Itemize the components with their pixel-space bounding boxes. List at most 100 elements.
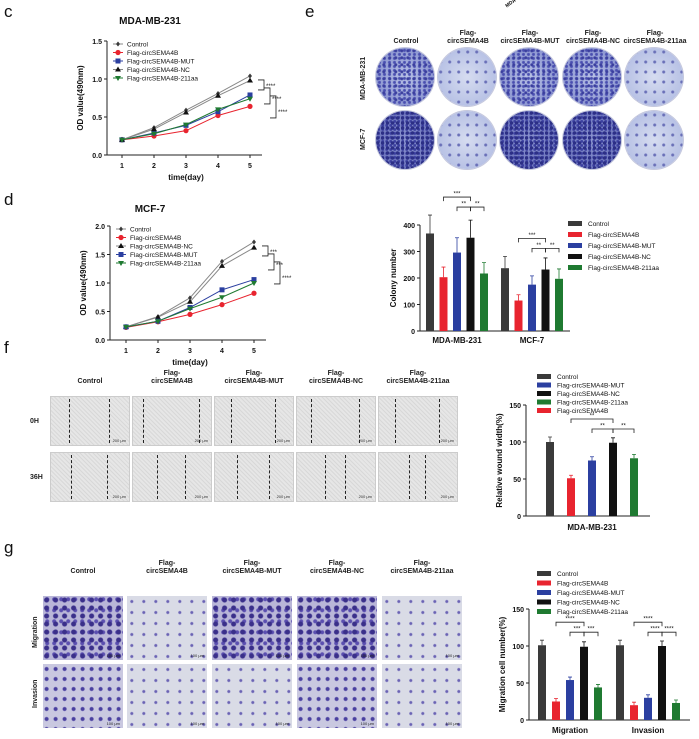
legend-label: Flag-circSEMA4B-NC: [557, 600, 620, 607]
bar: [453, 252, 461, 331]
x-tick-label: 4: [216, 163, 220, 170]
header-line: Flag-: [245, 370, 263, 377]
colony-plate-image: [376, 111, 434, 169]
legend-label: Flag-circSEMA4B-211aa: [557, 400, 628, 407]
data-point: [251, 290, 257, 296]
data-point: [118, 234, 124, 241]
panel-label-f: f: [4, 338, 9, 357]
y-tick-label: 0.0: [92, 153, 102, 160]
line-chart: MCF-7 0.0 0.5 1.0 1.5 2.0 1 2 3 4 5 time(day) OD val…: [79, 204, 292, 367]
error-bar: [482, 262, 486, 274]
y-tick-label: 400: [403, 223, 415, 230]
error-bar: [569, 474, 573, 479]
panel-label-g: g: [4, 538, 14, 557]
legend-swatch: [537, 382, 551, 388]
legend-label: Flag-circSEMA4B: [588, 232, 639, 239]
legend-swatch: [537, 408, 551, 413]
error-bar: [568, 676, 572, 681]
significance-label: ***: [587, 627, 595, 633]
legend-label: Flag-circSEMA4B: [557, 581, 608, 588]
category-label: MDA-MB-231: [567, 523, 617, 532]
wound-edge-line: [199, 399, 200, 443]
significance-bracket: [555, 621, 585, 627]
header-line: circSEMA4B-NC: [308, 378, 364, 385]
wound-edge-line: [107, 455, 108, 499]
bar: [580, 646, 588, 720]
header-line: Flag-: [409, 370, 427, 377]
error-bar: [674, 699, 678, 703]
error-bar: [543, 257, 548, 270]
colony-plate-image: [376, 48, 434, 106]
wound-edge-line: [237, 455, 238, 499]
column-header-mut: Flag-circSEMA4B-MUT: [212, 560, 292, 576]
transwell-image: 100 μm: [297, 664, 377, 728]
y-tick-label: 200: [403, 276, 415, 283]
significance-bracket: [647, 631, 663, 637]
scale-bar-label: 200 μm: [358, 438, 372, 443]
legend-swatch: [537, 399, 551, 405]
significance-label: ****: [643, 617, 653, 623]
header-line: Flag-: [646, 30, 664, 37]
scale-bar-label: 200 μm: [276, 494, 290, 499]
scale-bar-label: 100 μm: [275, 721, 289, 726]
data-point: [116, 41, 120, 47]
bar: [658, 646, 666, 720]
scale-bar-label: 100 μm: [190, 721, 204, 726]
legend-label: Flag-circSEMA4B-MUT: [557, 383, 625, 390]
error-bar: [632, 701, 636, 706]
x-tick-label: 3: [188, 348, 192, 355]
x-tick-label: 1: [124, 348, 128, 355]
scale-bar-label: 100 μm: [360, 721, 374, 726]
bar-chart: 0 50 100 150 Relative wound width(%) MDA-MB-2…: [495, 374, 650, 532]
transwell-image: 100 μm: [212, 596, 292, 660]
scale-bar-label: 200 μm: [440, 494, 454, 499]
bar: [616, 645, 624, 720]
column-header-c4b: Flag-circSEMA4B: [132, 370, 212, 386]
data-point: [219, 287, 225, 293]
header-line: Flag-: [328, 560, 346, 567]
wound-edge-line: [71, 455, 72, 499]
significance-bracket: [268, 253, 275, 271]
y-tick-label: 2.0: [95, 224, 105, 231]
data-point: [251, 244, 257, 250]
data-point: [251, 281, 257, 286]
legend-label: Control: [557, 374, 579, 381]
legend-swatch: [537, 609, 551, 614]
wound-edge-line: [143, 399, 144, 443]
significance-label: **: [536, 243, 541, 249]
data-point: [119, 137, 125, 143]
bar: [566, 680, 574, 720]
panel-label-e: e: [305, 2, 315, 21]
x-tick-label: 2: [156, 348, 160, 355]
legend-label: Flag-circSEMA4B-NC: [130, 244, 193, 251]
x-tick-label: 4: [220, 348, 224, 355]
y-tick-label: 50: [513, 477, 521, 484]
colony-plate-image: [438, 48, 496, 106]
significance-bracket: [531, 247, 546, 253]
wound-edge-line: [275, 399, 276, 443]
bar: [609, 442, 617, 516]
data-point: [118, 243, 124, 248]
colony-plate-image: [625, 48, 683, 106]
legend-label: Flag-circSEMA4B-MUT: [127, 59, 195, 66]
y-tick-label: 150: [512, 607, 524, 614]
legend-label: Control: [127, 42, 149, 49]
scale-bar-label: 100 μm: [190, 653, 204, 658]
column-header-c4b: Flag-circSEMA4B: [428, 30, 508, 46]
wound-edge-line: [409, 455, 410, 499]
legend-swatch: [537, 374, 551, 379]
bar: [672, 702, 680, 720]
scale-bar-label: 100 μm: [445, 721, 459, 726]
data-point: [118, 261, 124, 266]
header-line: circSEMA4B-NC: [565, 38, 621, 45]
data-point: [118, 252, 124, 257]
column-header-nc: Flag-circSEMA4B-NC: [297, 560, 377, 576]
data-point: [115, 49, 121, 56]
colony-plate-image: [563, 111, 621, 169]
significance-bracket: [583, 631, 599, 637]
scale-bar-label: 100 μm: [106, 653, 120, 658]
error-bar: [660, 640, 664, 646]
significance-bracket: [612, 428, 635, 433]
